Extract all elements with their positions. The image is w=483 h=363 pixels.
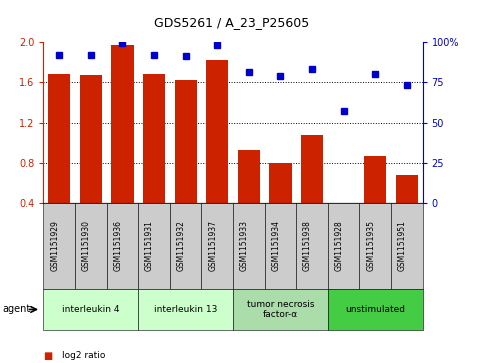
Text: GSM1151935: GSM1151935 [366, 220, 375, 272]
Bar [333, 205, 355, 244]
Bar [112, 45, 133, 244]
Text: GSM1151938: GSM1151938 [303, 220, 312, 272]
Text: GSM1151928: GSM1151928 [335, 221, 343, 271]
Bar [174, 80, 197, 244]
Bar [238, 150, 260, 244]
Text: GSM1151932: GSM1151932 [177, 220, 185, 272]
Text: agent: agent [2, 305, 30, 314]
Text: unstimulated: unstimulated [345, 305, 405, 314]
Bar [48, 74, 71, 244]
Bar [80, 75, 102, 244]
Bar [301, 135, 323, 244]
Text: interleukin 13: interleukin 13 [154, 305, 217, 314]
Text: GDS5261 / A_23_P25605: GDS5261 / A_23_P25605 [154, 16, 310, 29]
Text: GSM1151936: GSM1151936 [114, 220, 123, 272]
Text: GSM1151931: GSM1151931 [145, 220, 154, 272]
Bar [206, 60, 228, 244]
Text: ■: ■ [43, 351, 53, 361]
Bar [364, 156, 386, 244]
Text: tumor necrosis
factor-α: tumor necrosis factor-α [247, 300, 314, 319]
Bar [143, 74, 165, 244]
Text: GSM1151934: GSM1151934 [271, 220, 281, 272]
Text: interleukin 4: interleukin 4 [62, 305, 120, 314]
Text: GSM1151929: GSM1151929 [50, 220, 59, 272]
Text: log2 ratio: log2 ratio [62, 351, 105, 360]
Bar [270, 163, 292, 244]
Text: GSM1151937: GSM1151937 [208, 220, 217, 272]
Text: GSM1151930: GSM1151930 [82, 220, 91, 272]
Bar [396, 175, 418, 244]
Text: GSM1151951: GSM1151951 [398, 220, 407, 272]
Text: GSM1151933: GSM1151933 [240, 220, 249, 272]
